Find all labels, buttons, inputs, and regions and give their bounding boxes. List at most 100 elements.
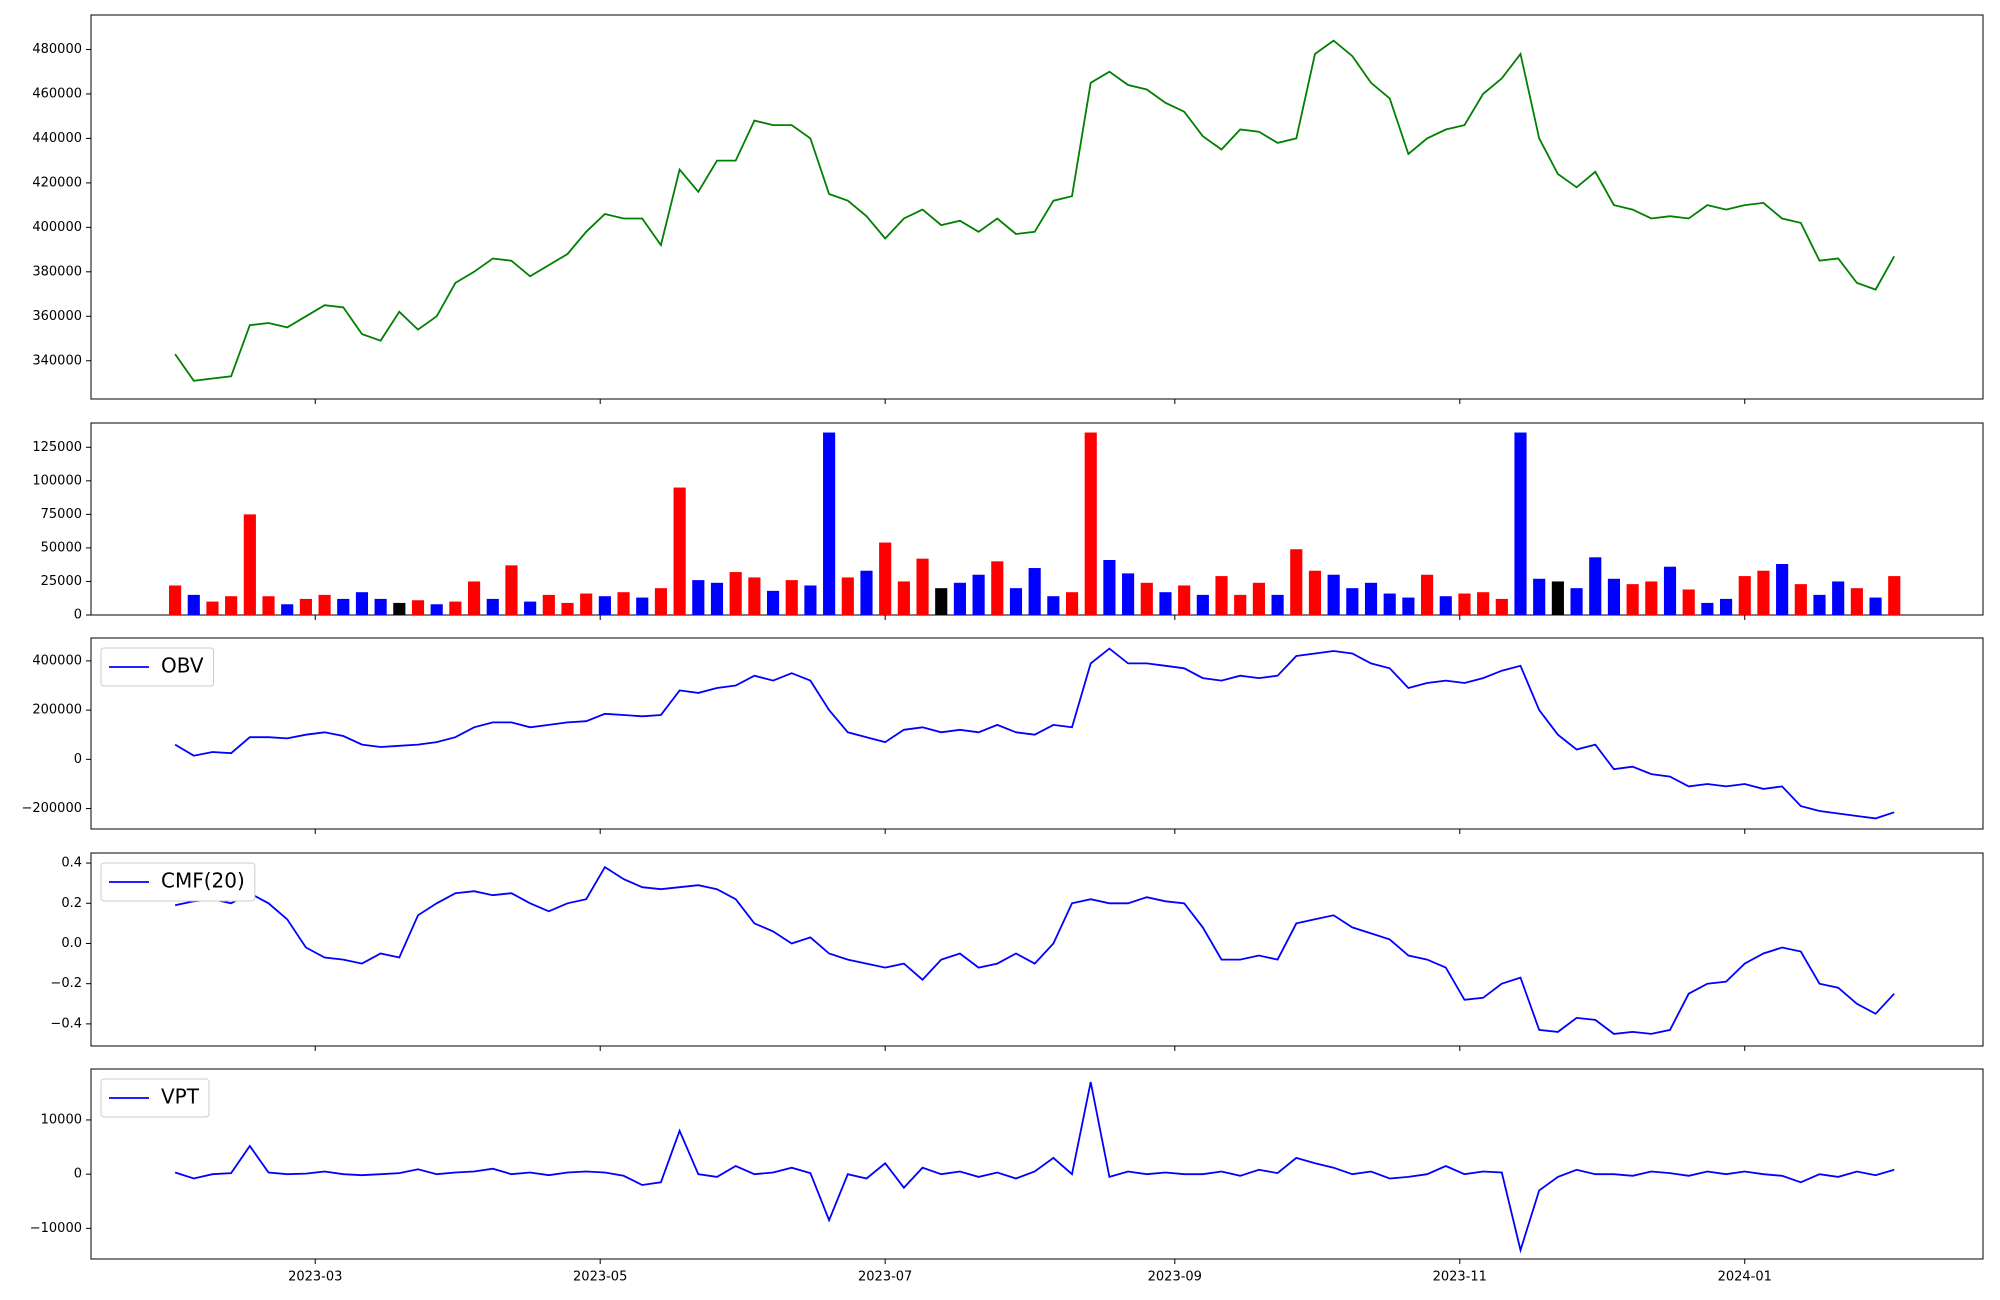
bar <box>1364 582 1378 615</box>
bar <box>1514 432 1527 615</box>
bar <box>804 585 817 615</box>
bar <box>1701 602 1714 615</box>
bar <box>692 580 705 615</box>
line <box>174 647 1895 820</box>
bar <box>225 596 238 615</box>
line <box>174 865 1895 1035</box>
bar <box>1103 559 1116 615</box>
y-tick-label: 400000 <box>32 220 82 235</box>
bar <box>243 514 256 615</box>
bar <box>1196 594 1209 615</box>
plot-frame <box>90 637 1984 830</box>
bar <box>636 597 649 615</box>
x-tick-label: 2024-01 <box>1718 1270 1772 1285</box>
bar <box>1850 588 1863 615</box>
bar <box>1346 588 1359 615</box>
bar <box>1757 570 1770 615</box>
bar <box>1813 594 1826 615</box>
legend-label: VPT <box>161 1085 200 1109</box>
y-tick-label: 0.2 <box>61 896 82 911</box>
bar <box>505 565 518 615</box>
bar <box>841 577 854 615</box>
bar <box>374 598 387 615</box>
line <box>174 1081 1895 1254</box>
bar <box>467 581 481 615</box>
bar <box>1271 594 1284 615</box>
bar <box>206 601 219 615</box>
bar <box>1458 593 1471 615</box>
bar <box>1159 592 1172 615</box>
bar <box>673 487 686 615</box>
bar <box>1047 596 1060 615</box>
legend-box <box>100 1078 210 1118</box>
bar <box>1570 588 1583 615</box>
bar <box>318 594 331 615</box>
bar <box>1477 592 1490 615</box>
bar <box>1009 588 1023 615</box>
bar <box>1645 581 1658 615</box>
bar <box>1252 582 1265 615</box>
bar <box>1794 584 1807 615</box>
bar <box>1589 557 1602 615</box>
bar <box>823 432 836 615</box>
y-tick-label: 480000 <box>32 42 82 57</box>
bar <box>1607 578 1621 615</box>
bar <box>1738 576 1751 615</box>
bar <box>766 590 780 615</box>
legend-box <box>100 862 256 902</box>
bar <box>1888 576 1901 615</box>
bar <box>1832 581 1845 615</box>
bar <box>1383 593 1396 615</box>
bar <box>785 580 798 615</box>
bar <box>1551 581 1564 615</box>
bar <box>1065 592 1079 615</box>
bar <box>1140 582 1153 615</box>
y-tick-label: 460000 <box>32 86 82 101</box>
plot-frame <box>90 1068 1984 1260</box>
bar <box>953 582 966 615</box>
bar <box>1215 576 1228 615</box>
bar <box>262 596 275 615</box>
y-tick-label: −0.4 <box>50 1016 82 1031</box>
bar <box>355 592 369 615</box>
x-tick-label: 2023-09 <box>1148 1270 1202 1285</box>
bar <box>1533 578 1546 615</box>
bar <box>916 558 929 615</box>
bar <box>1327 574 1340 615</box>
y-tick-label: −0.2 <box>50 976 82 991</box>
bar <box>1869 597 1882 615</box>
y-tick-label: 400000 <box>32 653 82 668</box>
bar <box>580 593 593 615</box>
plot-frame <box>90 852 1984 1047</box>
y-tick-label: 125000 <box>32 440 82 455</box>
bar <box>1439 596 1452 615</box>
bar <box>654 588 668 615</box>
y-tick-label: 25000 <box>41 574 82 589</box>
y-tick-label: 420000 <box>32 175 82 190</box>
bar <box>542 594 555 615</box>
y-tick-label: 0 <box>74 1167 82 1182</box>
legend-label: CMF(20) <box>161 869 245 893</box>
bar <box>879 542 892 615</box>
bar <box>1495 598 1508 615</box>
bar <box>1776 564 1789 615</box>
bar <box>1719 598 1733 615</box>
bar <box>1421 574 1434 615</box>
bar <box>449 601 462 615</box>
bar <box>729 572 742 615</box>
bar <box>1402 597 1415 615</box>
bar <box>561 602 574 615</box>
bar <box>486 598 499 615</box>
y-tick-label: 200000 <box>32 703 82 718</box>
bar <box>169 585 182 615</box>
x-tick-label: 2023-11 <box>1433 1270 1487 1285</box>
bar <box>1626 584 1639 615</box>
bar <box>337 598 350 615</box>
bar <box>1682 589 1695 615</box>
y-tick-label: 440000 <box>32 131 82 146</box>
line <box>174 39 1895 382</box>
bar <box>524 601 537 615</box>
bar <box>1663 566 1677 615</box>
bar <box>991 561 1004 615</box>
